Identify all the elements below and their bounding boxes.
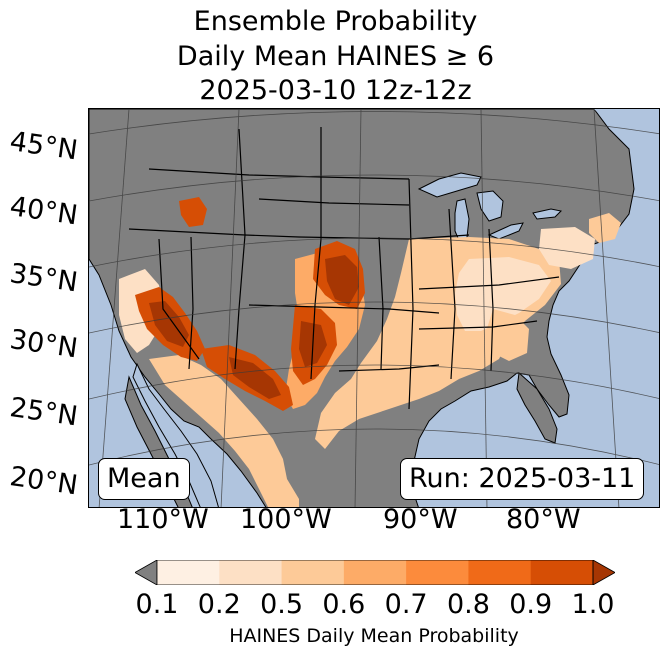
lat-label-30: 30°N: [7, 324, 80, 365]
colorbar-tick-label: 1.0: [571, 589, 615, 620]
title-line-3: 2025-03-10 12z-12z: [199, 75, 472, 106]
run-date-box: Run: 2025-03-11: [400, 458, 645, 500]
colorbar-tick-label: 0.1: [135, 589, 179, 620]
lake-huron: [476, 190, 504, 222]
lat-label-20: 20°N: [7, 461, 80, 502]
colorbar-frame: [156, 560, 594, 585]
colorbar-segment: [219, 560, 283, 585]
colorbar-over-arrow: [592, 560, 615, 585]
lat-label-25: 25°N: [7, 392, 80, 433]
colorbar-segment: [530, 560, 594, 585]
lat-label-35: 35°N: [7, 258, 80, 299]
map-svg: [89, 109, 659, 507]
lon-label-80: 80°W: [506, 504, 581, 535]
graticule: [89, 109, 659, 507]
title-line-1: Ensemble Probability: [193, 6, 478, 37]
state-borders: [128, 127, 560, 410]
lat-label-40: 40°N: [7, 191, 80, 232]
lon-label-110: 110°W: [117, 504, 209, 535]
colorbar-segment: [468, 560, 532, 585]
colorbar-segment: [281, 560, 345, 585]
hudson-bay-edge: [594, 109, 659, 169]
colorbar-tick-label: 0.6: [322, 589, 366, 620]
colorbar-tick-label: 0.2: [197, 589, 241, 620]
probability-shading: [119, 197, 621, 507]
colorbar-segment: [406, 560, 469, 585]
florida: [516, 371, 558, 444]
colorbar-tick-label: 0.5: [260, 589, 304, 620]
title-line-2: Daily Mean HAINES ≥ 6: [176, 41, 495, 72]
mean-label-box: Mean: [98, 458, 190, 500]
lake-ontario: [532, 208, 563, 220]
colorbar-tick-label: 0.7: [384, 589, 428, 620]
colorbar-tick-label: 0.9: [509, 589, 553, 620]
colorbar-tick-label: 0.8: [446, 589, 490, 620]
lake-superior: [417, 172, 482, 198]
colorbar-under-arrow: [135, 560, 158, 585]
colorbar-segment: [157, 560, 220, 585]
colorbar-segment: [343, 560, 407, 585]
colorbar-segments: [157, 560, 594, 585]
probability-map: [88, 108, 660, 508]
lon-label-90: 90°W: [383, 504, 458, 535]
colorbar-label: HAINES Daily Mean Probability: [229, 625, 519, 647]
lat-label-45: 45°N: [7, 126, 80, 167]
colorbar: [135, 560, 615, 585]
baja-california: [132, 362, 219, 507]
lon-label-100: 100°W: [240, 504, 332, 535]
lake-erie: [487, 222, 524, 240]
